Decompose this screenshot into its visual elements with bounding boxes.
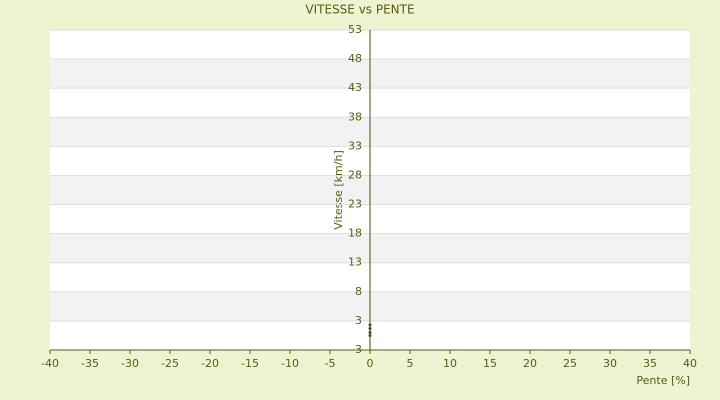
- point: [368, 333, 372, 337]
- x-tick-label: -35: [81, 357, 99, 370]
- y-tick-label: 13: [348, 256, 362, 269]
- x-tick-label: 40: [683, 357, 697, 370]
- x-tick-label: 15: [483, 357, 497, 370]
- x-tick-label: -15: [241, 357, 259, 370]
- x-tick-label: -5: [325, 357, 336, 370]
- x-axis-label: Pente [%]: [636, 374, 690, 387]
- x-tick-label: 20: [523, 357, 537, 370]
- x-tick-label: 10: [443, 357, 457, 370]
- x-tick-label: 25: [563, 357, 577, 370]
- y-tick-label: 48: [348, 52, 362, 65]
- y-tick-label: 38: [348, 110, 362, 123]
- x-tick-label: 35: [643, 357, 657, 370]
- y-tick-label: 23: [348, 198, 362, 211]
- x-tick-label: -25: [161, 357, 179, 370]
- y-tick-label: 53: [348, 23, 362, 36]
- y-tick-label: 33: [348, 139, 362, 152]
- x-tick-label: -30: [121, 357, 139, 370]
- y-axis-label: Vitesse [km/h]: [332, 150, 345, 230]
- x-tick-label: 5: [407, 357, 414, 370]
- y-tick-label: 18: [348, 227, 362, 240]
- x-tick-label: 0: [367, 357, 374, 370]
- chart-title: VITESSE vs PENTE: [305, 3, 414, 17]
- x-tick-label: -10: [281, 357, 299, 370]
- x-tick-label: 30: [603, 357, 617, 370]
- y-tick-label: 28: [348, 168, 362, 181]
- x-tick-label: -40: [41, 357, 59, 370]
- y-tick-label: 43: [348, 81, 362, 94]
- x-tick-label: -20: [201, 357, 219, 370]
- point: [368, 326, 372, 330]
- y-tick-label: 8: [355, 285, 362, 298]
- point: [368, 331, 372, 335]
- y-tick-label: 3: [355, 314, 362, 327]
- point: [368, 323, 372, 327]
